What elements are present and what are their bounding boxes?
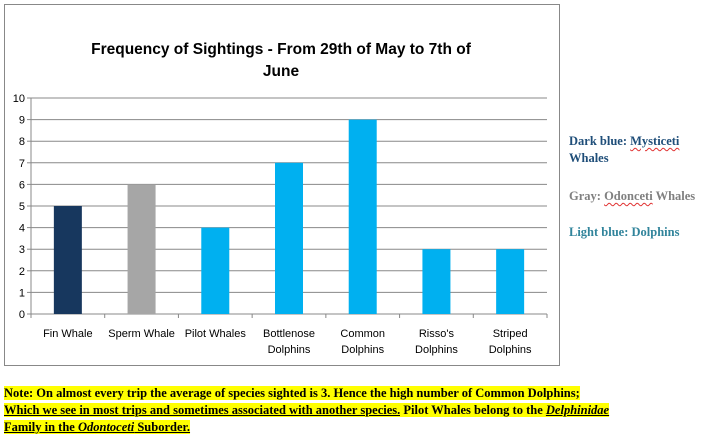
y-tick-label: 3 — [19, 244, 25, 256]
legend-gray-suffix: Whales — [652, 189, 696, 203]
bar — [348, 119, 377, 314]
legend-light-blue-text: Light blue: Dolphins — [569, 225, 680, 239]
footnote: Note: On almost every trip the average o… — [4, 385, 712, 436]
x-category-label: Striped — [493, 328, 528, 340]
x-category-label: Dolphins — [268, 344, 311, 356]
y-tick-label: 9 — [19, 115, 25, 127]
x-category-label: Pilot Whales — [185, 328, 247, 340]
y-tick-label: 1 — [19, 287, 25, 299]
footnote-line-2c: Delphinidae — [545, 403, 610, 417]
chart-title-line: June — [263, 63, 300, 80]
bar — [127, 184, 156, 314]
x-category-label: Common — [340, 328, 385, 340]
x-category-label: Dolphins — [341, 344, 384, 356]
footnote-line-2a: Which we see in most trips and sometimes… — [4, 403, 401, 417]
footnote-line-3a: Family in the — [4, 420, 78, 434]
y-tick-label: 0 — [19, 309, 25, 321]
legend-note-light-blue: Light blue: Dolphins — [569, 224, 714, 241]
bar-chart: Frequency of Sightings - From 29th of Ma… — [13, 41, 548, 356]
footnote-line-3c: Suborder. — [134, 420, 191, 434]
x-category-label: Bottlenose — [263, 328, 315, 340]
bar — [201, 227, 230, 314]
y-tick-label: 2 — [19, 266, 25, 278]
x-category-label: Fin Whale — [43, 328, 93, 340]
chart-frame: Frequency of Sightings - From 29th of Ma… — [4, 4, 560, 366]
bar — [53, 206, 82, 314]
legend-dark-blue-suffix: Whales — [569, 151, 609, 165]
legend-gray-term: Odonceti — [604, 189, 653, 203]
x-category-label: Sperm Whale — [108, 328, 175, 340]
legend-dark-blue-term: Mysticeti — [630, 134, 680, 148]
y-tick-label: 5 — [19, 201, 25, 213]
x-category-label: Risso's — [419, 328, 455, 340]
bar — [275, 162, 303, 314]
legend-gray-prefix: Gray: — [569, 189, 605, 203]
footnote-line-2b: Pilot Whales belong to the — [400, 403, 546, 417]
x-category-label: Dolphins — [489, 344, 532, 356]
chart-title-line: Frequency of Sightings - From 29th of Ma… — [91, 41, 472, 58]
y-tick-label: 4 — [19, 223, 25, 235]
x-category-label: Dolphins — [415, 344, 458, 356]
bar — [496, 249, 525, 314]
y-tick-label: 7 — [19, 158, 25, 170]
bar — [422, 249, 451, 314]
footnote-line-3b: Odontoceti — [77, 420, 135, 434]
y-tick-label: 8 — [19, 136, 25, 148]
footnote-line-1: Note: On almost every trip the average o… — [4, 386, 580, 400]
y-tick-label: 6 — [19, 179, 25, 191]
legend-dark-blue-prefix: Dark blue: — [569, 134, 631, 148]
legend-note-dark-blue: Dark blue: Mysticeti Whales — [569, 133, 714, 167]
y-tick-label: 10 — [13, 93, 25, 105]
legend-note-gray: Gray: Odonceti Whales — [569, 188, 714, 205]
